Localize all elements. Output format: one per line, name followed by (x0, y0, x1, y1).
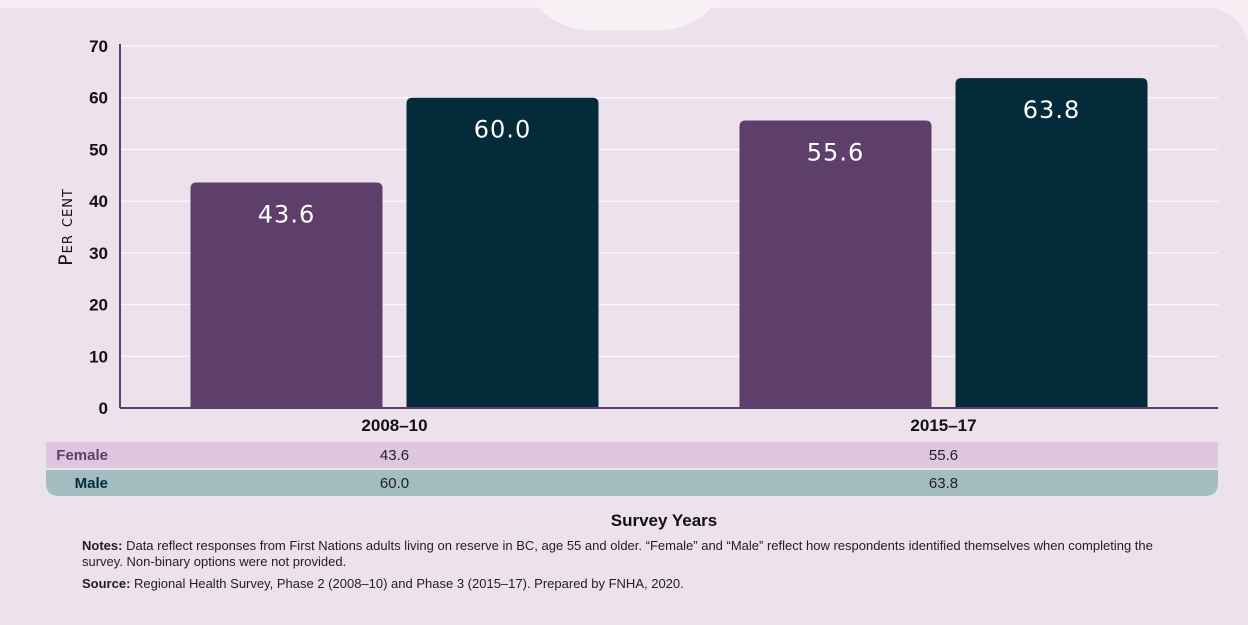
x-category-label: 2015–17 (910, 416, 976, 435)
bar-male (406, 97, 599, 408)
notes-label: Notes: (82, 538, 123, 553)
table-cell-value: 60.0 (380, 475, 409, 492)
y-axis-title: Per cent (55, 188, 77, 266)
table-row-label: Male (75, 475, 108, 492)
y-tick-label: 50 (89, 140, 108, 159)
source-paragraph: Source: Regional Health Survey, Phase 2 … (82, 576, 1192, 592)
y-tick-label: 40 (89, 192, 108, 211)
x-axis-title: Survey Years (611, 511, 718, 530)
bar-value-label: 63.8 (1023, 96, 1080, 124)
table-row-label: Female (56, 447, 108, 464)
bar-value-label: 55.6 (807, 138, 864, 166)
chart-notes: Notes: Data reflect responses from First… (82, 538, 1192, 598)
x-category-label: 2008–10 (361, 416, 427, 435)
notes-paragraph: Notes: Data reflect responses from First… (82, 538, 1192, 570)
y-tick-label: 30 (89, 244, 108, 263)
table-row-male (46, 470, 1218, 496)
y-tick-label: 70 (89, 37, 108, 56)
bar-value-label: 43.6 (258, 201, 315, 229)
source-text: Regional Health Survey, Phase 2 (2008–10… (134, 576, 684, 591)
source-label: Source: (82, 576, 131, 591)
bar-male (955, 78, 1148, 408)
bar-value-label: 60.0 (474, 116, 531, 144)
y-tick-label: 0 (99, 399, 108, 418)
bar-female (739, 120, 932, 409)
y-tick-label: 60 (89, 89, 108, 108)
notes-text: Data reflect responses from First Nation… (82, 538, 1153, 569)
table-row-female (46, 442, 1218, 468)
y-tick-label: 20 (89, 296, 108, 315)
table-cell-value: 55.6 (929, 447, 958, 464)
bar-female (190, 182, 383, 408)
table-cell-value: 43.6 (380, 447, 409, 464)
table-cell-value: 63.8 (929, 475, 958, 492)
y-tick-label: 10 (89, 347, 108, 366)
